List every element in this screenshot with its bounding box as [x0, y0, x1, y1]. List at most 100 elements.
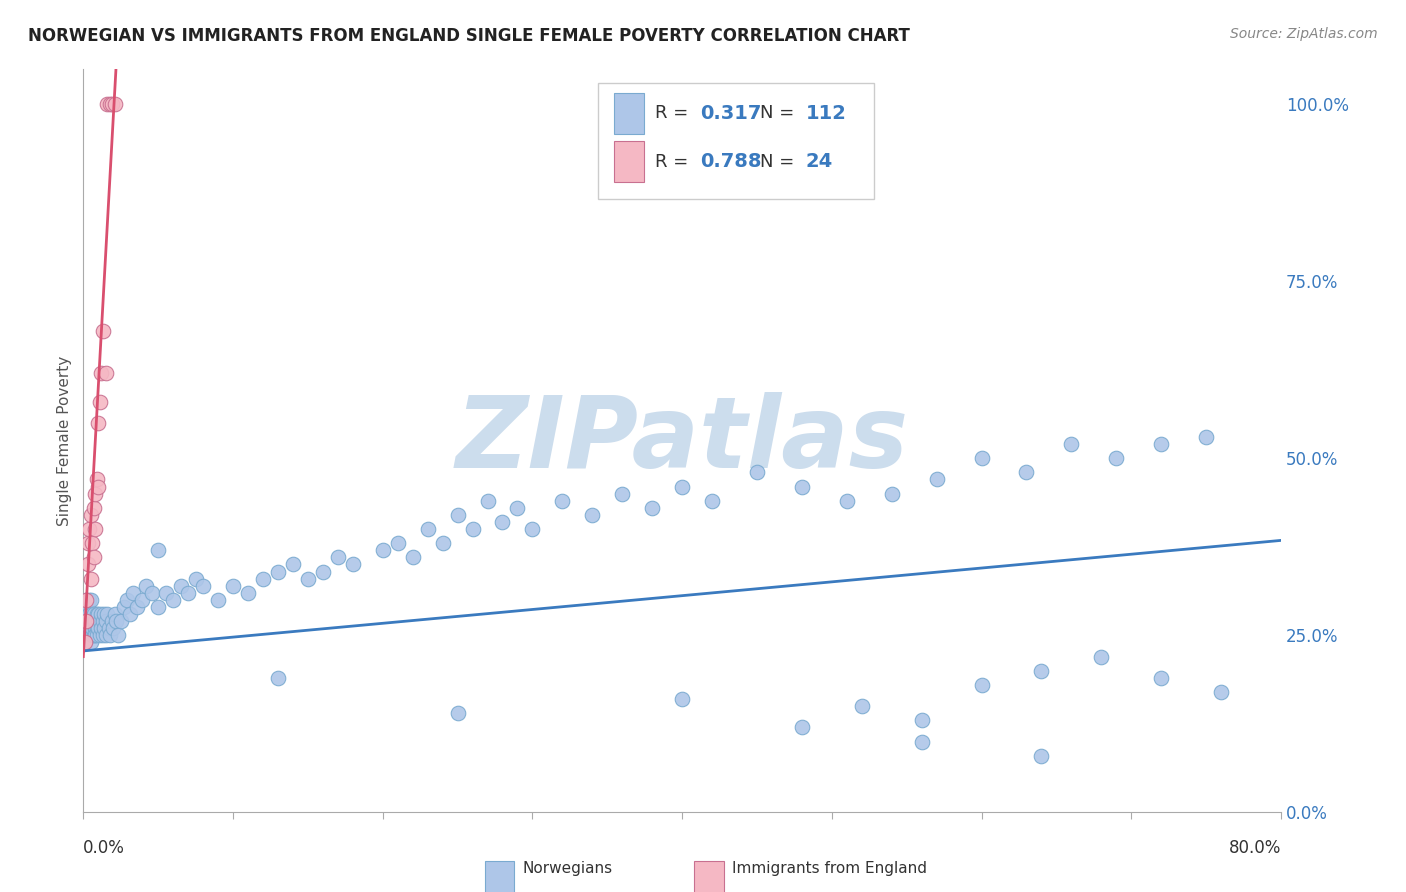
- Point: [103, 621, 125, 635]
- Point: [96, 607, 118, 621]
- Point: [522, 522, 544, 536]
- Text: NORWEGIAN VS IMMIGRANTS FROM ENGLAND SINGLE FEMALE POVERTY CORRELATION CHART: NORWEGIAN VS IMMIGRANTS FROM ENGLAND SIN…: [28, 27, 910, 45]
- Point: [80, 508, 103, 522]
- Point: [84, 614, 107, 628]
- Point: [80, 635, 103, 649]
- Point: [401, 550, 423, 565]
- Point: [83, 550, 105, 565]
- Point: [342, 558, 364, 572]
- Point: [93, 607, 115, 621]
- Point: [100, 614, 122, 628]
- Point: [98, 97, 121, 112]
- Point: [90, 607, 112, 621]
- FancyBboxPatch shape: [599, 83, 873, 199]
- Point: [146, 543, 169, 558]
- Point: [89, 614, 111, 628]
- Point: [82, 536, 104, 550]
- Point: [86, 607, 108, 621]
- Point: [312, 565, 335, 579]
- Bar: [614, 141, 644, 182]
- Point: [1105, 451, 1128, 466]
- Text: R =: R =: [655, 104, 693, 122]
- Point: [77, 607, 100, 621]
- Point: [83, 628, 105, 642]
- Point: [112, 599, 135, 614]
- Point: [155, 586, 177, 600]
- Point: [745, 466, 768, 480]
- Point: [1015, 466, 1038, 480]
- Point: [551, 493, 574, 508]
- Point: [880, 486, 903, 500]
- Point: [970, 451, 993, 466]
- Text: ZIPatlas: ZIPatlas: [456, 392, 908, 489]
- Point: [118, 607, 141, 621]
- Point: [970, 678, 993, 692]
- Y-axis label: Single Female Poverty: Single Female Poverty: [58, 355, 72, 525]
- Point: [1060, 437, 1083, 451]
- Point: [1031, 664, 1053, 678]
- Point: [77, 628, 100, 642]
- Point: [297, 572, 319, 586]
- Point: [83, 500, 105, 515]
- Point: [84, 628, 107, 642]
- Point: [641, 500, 664, 515]
- Point: [131, 593, 153, 607]
- Point: [84, 486, 107, 500]
- Point: [75, 593, 97, 607]
- Point: [90, 621, 112, 635]
- Point: [581, 508, 603, 522]
- Point: [911, 714, 934, 728]
- Point: [76, 536, 98, 550]
- Text: 24: 24: [806, 152, 832, 171]
- Point: [98, 628, 121, 642]
- Point: [326, 550, 349, 565]
- Point: [135, 579, 157, 593]
- Point: [73, 635, 96, 649]
- Point: [75, 614, 97, 628]
- Point: [76, 621, 98, 635]
- Point: [1090, 649, 1112, 664]
- Point: [371, 543, 394, 558]
- Point: [1150, 671, 1173, 685]
- Point: [1209, 685, 1232, 699]
- Point: [267, 671, 290, 685]
- Point: [87, 621, 110, 635]
- Point: [387, 536, 409, 550]
- Point: [184, 572, 207, 586]
- Text: N =: N =: [761, 153, 800, 170]
- Point: [90, 366, 112, 380]
- Point: [121, 586, 143, 600]
- Point: [84, 522, 107, 536]
- Point: [191, 579, 214, 593]
- Text: 112: 112: [806, 103, 846, 123]
- Point: [790, 721, 813, 735]
- Point: [84, 621, 107, 635]
- Text: R =: R =: [655, 153, 693, 170]
- Point: [94, 614, 117, 628]
- Point: [252, 572, 274, 586]
- Point: [83, 614, 105, 628]
- Text: Norwegians: Norwegians: [523, 861, 613, 876]
- Point: [1195, 430, 1218, 444]
- Point: [851, 699, 873, 714]
- Text: 0.788: 0.788: [700, 152, 762, 171]
- Point: [446, 706, 468, 721]
- Point: [1031, 748, 1053, 763]
- Point: [87, 614, 110, 628]
- Point: [506, 500, 529, 515]
- Text: Immigrants from England: Immigrants from England: [733, 861, 928, 876]
- Point: [91, 614, 114, 628]
- Point: [207, 593, 229, 607]
- Point: [87, 479, 110, 493]
- Text: 0.0%: 0.0%: [83, 839, 125, 857]
- Point: [835, 493, 858, 508]
- Point: [83, 607, 105, 621]
- Point: [104, 97, 127, 112]
- Point: [75, 614, 97, 628]
- Point: [73, 635, 96, 649]
- Point: [91, 324, 114, 338]
- Point: [100, 97, 122, 112]
- Point: [671, 692, 693, 706]
- Point: [86, 628, 108, 642]
- Point: [281, 558, 304, 572]
